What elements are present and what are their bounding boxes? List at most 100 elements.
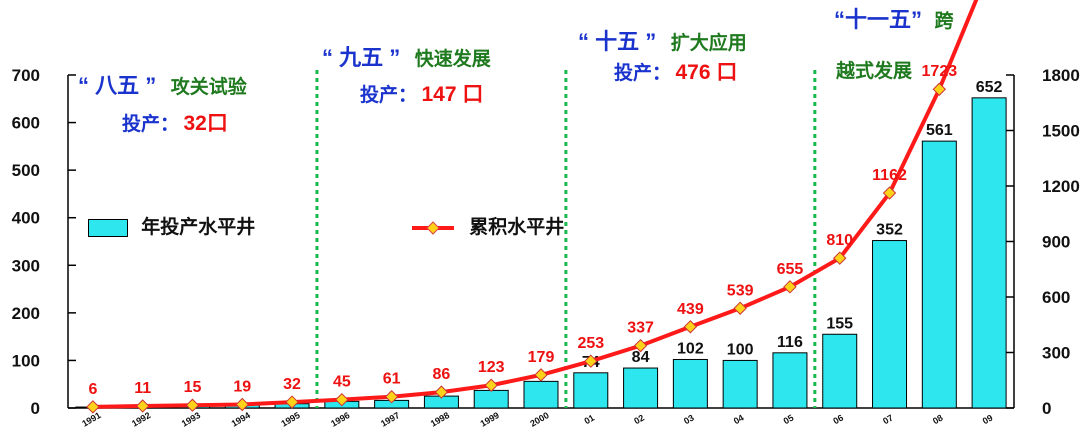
bar-value-label: 561 [926, 122, 953, 139]
line-point [633, 338, 648, 353]
line-point [783, 280, 797, 294]
period-desc: 快速发展 [414, 49, 491, 70]
bar [523, 380, 559, 409]
right-axis-tick-label: 1500 [1042, 122, 1080, 141]
x-tick-label: 08 [931, 413, 945, 427]
left-axis-tick-label: 200 [12, 304, 40, 323]
x-tick-label: 1998 [429, 410, 451, 429]
line-point [882, 186, 897, 200]
bar [623, 367, 659, 409]
legend-bar: 年投产水平井 [88, 212, 255, 239]
right-axis-tick-label: 1200 [1042, 177, 1080, 196]
line-value-label: 1723 [922, 63, 958, 80]
x-tick-label: 1997 [379, 410, 401, 429]
bar [872, 240, 908, 409]
bar [921, 140, 957, 409]
right-axis-tick-label: 900 [1042, 233, 1070, 252]
line-value-label: 810 [826, 232, 853, 249]
period-10th-fyp-output: 投产： 476 口 [614, 56, 737, 86]
period-count: 476 口 [675, 61, 738, 84]
legend-line: 累积水平井 [410, 212, 564, 239]
x-tick-label: 1999 [479, 410, 501, 429]
period-label: “ 八五 ” [78, 73, 157, 98]
line-value-label: 123 [478, 359, 505, 376]
line-point [584, 354, 598, 368]
x-tick-label: 07 [881, 413, 895, 427]
line-point [683, 320, 698, 334]
legend-bar-label: 年投产水平井 [141, 217, 256, 238]
left-axis-tick-label: 400 [12, 209, 40, 228]
period-10th-fyp: “ 十五 ” 扩大应用 [578, 24, 747, 56]
x-tick-label: 1996 [329, 410, 351, 429]
x-tick-label: 09 [981, 413, 995, 427]
bar [772, 352, 808, 409]
period-sub: 投产： [122, 114, 180, 135]
period-desc-cont: 越式发展 [836, 61, 913, 82]
x-tick-label: 1991 [80, 410, 102, 429]
period-11th-fyp-desc: 越式发展 [836, 56, 912, 83]
line-point [434, 385, 449, 399]
left-axis-tick-label: 600 [12, 114, 40, 133]
line-point [285, 395, 299, 409]
bar-value-label: 352 [876, 222, 903, 239]
x-tick-label: 04 [732, 413, 746, 427]
line-point [733, 301, 747, 315]
line-value-label: 179 [528, 349, 555, 366]
line-value-label: 253 [577, 335, 604, 352]
line-value-label: 6 [88, 381, 97, 398]
x-tick-label: 06 [831, 413, 845, 427]
x-tick-label: 02 [632, 413, 646, 427]
left-axis-tick-label: 700 [12, 66, 40, 85]
period-label: “ 十五 ” [578, 29, 657, 54]
line-value-label: 439 [677, 301, 704, 318]
line-value-label: 61 [383, 371, 401, 388]
x-tick-label: 1995 [279, 410, 301, 429]
line-value-label: 1162 [872, 167, 907, 184]
period-9th-fyp-output: 投产： 147 口 [360, 78, 483, 108]
period-8th-fyp-output: 投产： 32口 [122, 107, 228, 137]
bar-value-label: 155 [826, 315, 853, 332]
line-value-label: 539 [727, 282, 754, 299]
x-tick-label: 03 [682, 413, 696, 427]
line-point [235, 397, 249, 412]
bar-value-label: 84 [632, 349, 650, 366]
legend-line-swatch [410, 220, 456, 236]
period-sub: 投产： [360, 85, 418, 106]
bar [822, 333, 858, 409]
bar-value-label: 102 [677, 340, 704, 357]
period-label: “十一五” [834, 7, 923, 32]
bar [473, 389, 509, 409]
left-axis-tick-label: 0 [31, 399, 40, 418]
bar-value-label: 100 [727, 341, 754, 358]
line-value-label: 15 [184, 379, 202, 396]
line-point [833, 251, 847, 265]
bar-value-label: 116 [777, 334, 803, 351]
bar [722, 359, 758, 409]
bar [672, 358, 708, 409]
x-tick-label: 1993 [180, 410, 202, 429]
x-tick-label: 1994 [230, 410, 252, 429]
right-axis-tick-label: 300 [1042, 344, 1070, 363]
left-axis-tick-label: 500 [12, 161, 40, 180]
x-tick-label: 05 [782, 413, 796, 427]
line-value-label: 655 [777, 261, 804, 278]
period-desc: 扩大应用 [670, 33, 747, 54]
line-point [384, 390, 399, 404]
line-value-label: 32 [283, 376, 301, 393]
left-axis-tick-label: 100 [12, 351, 40, 370]
x-tick-label: 01 [582, 413, 596, 427]
period-desc: 跨 [934, 11, 954, 32]
period-11th-fyp: “十一五” 跨 [834, 2, 953, 34]
left-axis-tick-label: 300 [12, 256, 40, 275]
x-tick-label: 1992 [130, 410, 152, 429]
period-count: 32口 [183, 112, 228, 135]
period-count: 147 口 [421, 83, 484, 106]
line-value-label: 11 [134, 380, 151, 397]
line-point [932, 82, 947, 96]
period-desc: 攻关试验 [170, 77, 247, 98]
period-8th-fyp: “ 八五 ” 攻关试验 [78, 68, 247, 100]
right-axis-tick-label: 0 [1042, 399, 1051, 418]
line-value-label: 337 [627, 320, 654, 337]
line-point [534, 368, 548, 382]
